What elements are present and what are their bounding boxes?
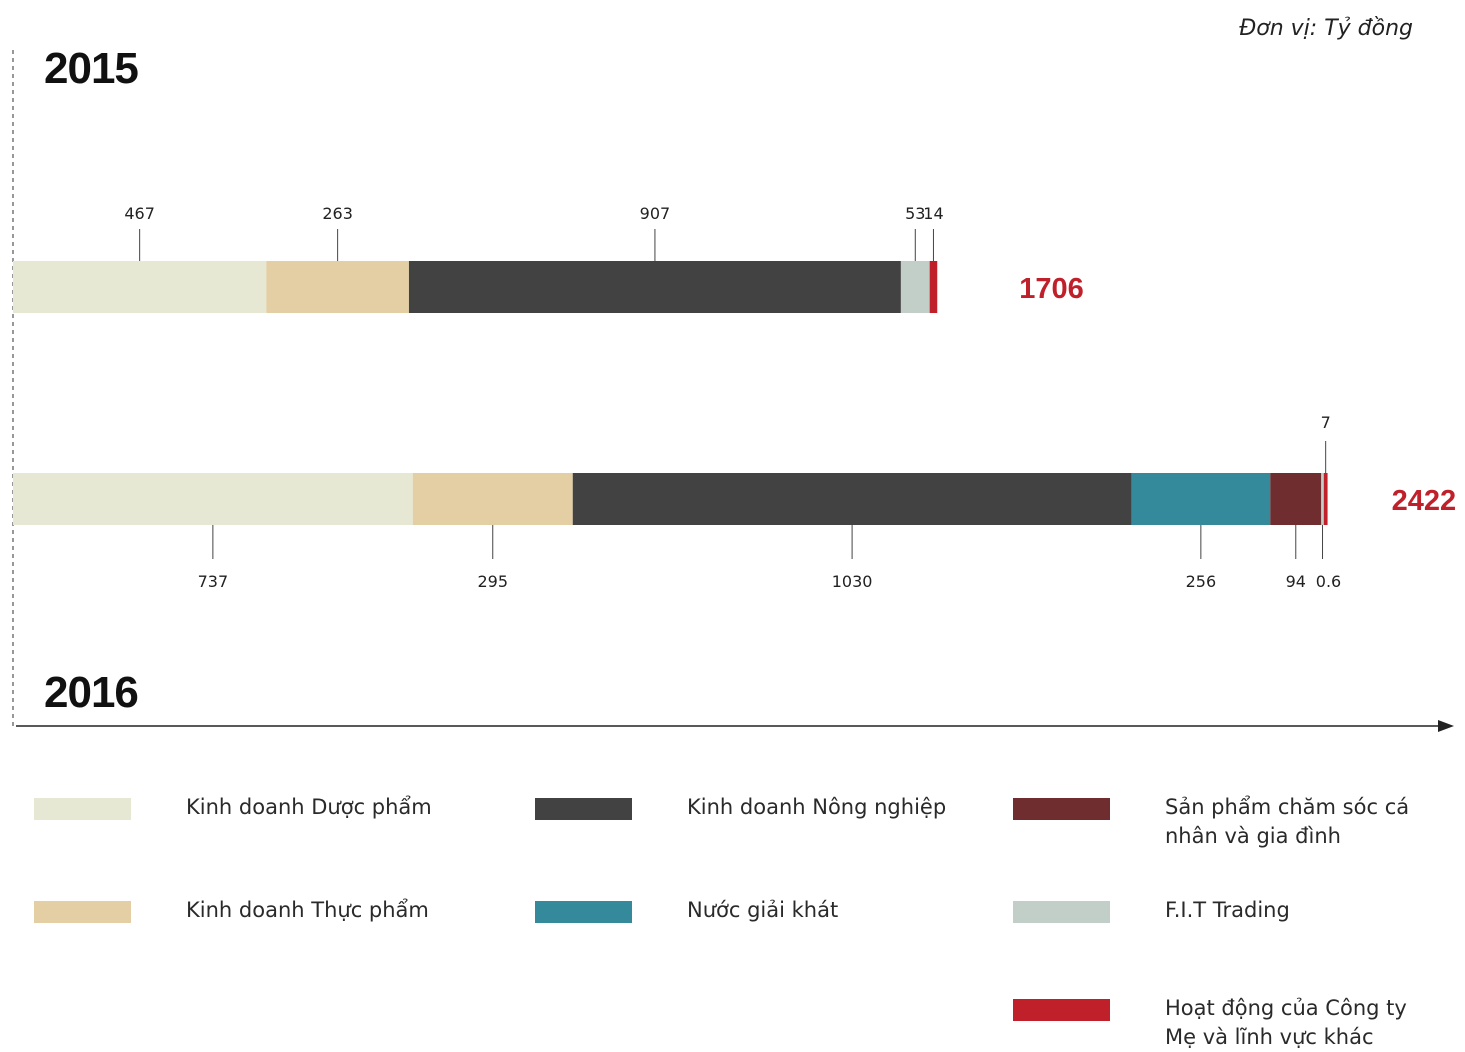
data-label: 7	[1321, 413, 1331, 432]
legend-label: Kinh doanh Thực phẩm	[186, 898, 429, 922]
bar-segment	[13, 261, 267, 313]
data-label: 256	[1186, 572, 1217, 591]
bar-segment	[572, 473, 1132, 525]
data-label: 263	[322, 204, 353, 223]
data-label: 94	[1286, 572, 1306, 591]
legend-item-fit-trading: F.I.T Trading	[1013, 883, 1425, 925]
bar-segment	[900, 261, 930, 313]
bar-segment	[1270, 473, 1322, 525]
bar-segment	[13, 473, 413, 525]
data-label: 467	[124, 204, 155, 223]
legend-swatch	[1013, 798, 1110, 820]
legend-label: Kinh doanh Dược phẩm	[186, 795, 432, 819]
legend-item-nuoc-giai-khat: Nước giải khát	[535, 883, 947, 925]
legend-label: Nước giải khát	[687, 898, 839, 922]
year-label-2016: 2016	[44, 668, 139, 717]
total-label: 1706	[1019, 273, 1084, 305]
bar-segment	[412, 473, 573, 525]
time-axis-arrow-icon	[1438, 720, 1454, 732]
data-label: 1030	[832, 572, 873, 591]
legend-item-thuc-pham: Kinh doanh Thực phẩm	[34, 883, 446, 925]
legend-label: Hoạt động của Công ty Mẹ và lĩnh vực khá…	[1165, 996, 1407, 1049]
legend-swatch	[34, 798, 131, 820]
bar-segment	[1321, 473, 1324, 525]
bar-segment	[929, 261, 938, 313]
legend-swatch	[535, 901, 632, 923]
bar-segment	[266, 261, 409, 313]
legend-swatch	[1013, 999, 1110, 1021]
bar-segment	[1323, 473, 1328, 525]
legend-item-duoc-pham: Kinh doanh Dược phẩm	[34, 780, 446, 822]
data-label: 0.6	[1316, 572, 1341, 591]
data-label: 907	[640, 204, 671, 223]
legend: Kinh doanh Dược phẩm Kinh doanh Thực phẩ…	[0, 780, 1465, 1052]
bar-segment	[408, 261, 901, 313]
data-label: 53	[905, 204, 925, 223]
legend-label: F.I.T Trading	[1165, 898, 1290, 922]
data-label: 737	[198, 572, 229, 591]
legend-swatch	[1013, 901, 1110, 923]
data-label: 14	[923, 204, 943, 223]
legend-item-cham-soc: Sản phẩm chăm sóc cá nhân và gia đình	[1013, 780, 1425, 851]
unit-label: Đơn vị: Tỷ đồng	[1239, 16, 1413, 41]
legend-item-nong-nghiep: Kinh doanh Nông nghiệp	[535, 780, 947, 822]
bar-segment	[1131, 473, 1271, 525]
legend-label: Kinh doanh Nông nghiệp	[687, 795, 947, 819]
year-label-2015: 2015	[44, 44, 139, 93]
legend-item-cong-ty-me: Hoạt động của Công ty Mẹ và lĩnh vực khá…	[1013, 981, 1425, 1052]
legend-swatch	[535, 798, 632, 820]
legend-label: Sản phẩm chăm sóc cá nhân và gia đình	[1165, 795, 1410, 848]
total-label: 2422	[1392, 485, 1457, 517]
data-label: 295	[477, 572, 508, 591]
legend-swatch	[34, 901, 131, 923]
